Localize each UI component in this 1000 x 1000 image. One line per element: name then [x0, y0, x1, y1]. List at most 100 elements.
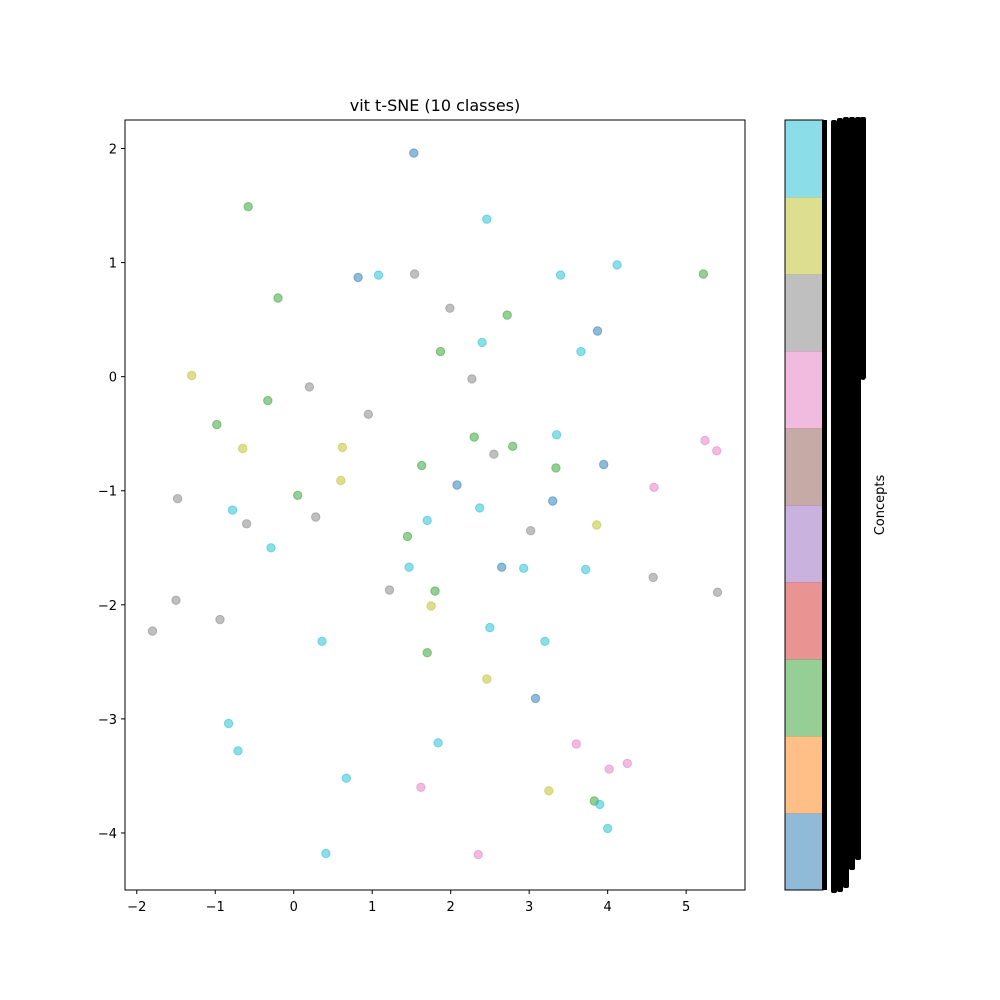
colorbar-segment: [785, 582, 823, 660]
scatter-point: [273, 293, 283, 303]
colorbar-tick-glyphs: [860, 304, 866, 310]
colorbar-tick-glyphs: [860, 290, 866, 296]
colorbar-tick-glyphs: [851, 696, 857, 702]
x-tick-label: 4: [604, 900, 612, 915]
colorbar-tick-block: [822, 117, 866, 893]
colorbar-tick-glyphs: [849, 864, 855, 870]
scatter-point: [304, 382, 315, 392]
colorbar-tick-glyphs: [851, 598, 857, 604]
colorbar-tick-glyphs: [860, 117, 866, 378]
scatter-point: [445, 303, 455, 313]
scatter-point: [595, 799, 605, 810]
colorbar-segment: [785, 274, 823, 352]
y-axis: −4 −3 −2 −1 0 1 2: [98, 143, 125, 842]
colorbar-tick-glyphs: [837, 118, 843, 892]
colorbar-tick-glyphs: [851, 444, 857, 450]
scatter-point: [171, 595, 181, 605]
colorbar-tick-glyphs: [851, 514, 857, 520]
colorbar-tick-glyphs: [851, 626, 857, 632]
colorbar-tick-glyphs: [849, 794, 855, 800]
colorbar-tick-glyphs: [851, 640, 857, 646]
scatter-point: [353, 272, 363, 283]
colorbar-tick-glyphs: [860, 318, 866, 324]
scatter-point: [373, 270, 384, 280]
scatter-point: [551, 430, 562, 440]
scatter-point: [336, 475, 346, 486]
scatter-point: [241, 519, 252, 529]
scatter-point: [430, 586, 440, 596]
x-axis: −2 −1 0 1 2 3 4 5: [127, 890, 690, 915]
scatter-point: [508, 441, 518, 451]
scatter-point: [649, 482, 659, 492]
scatter-point: [592, 520, 602, 530]
scatter-point: [576, 346, 586, 357]
scatter-point: [317, 636, 327, 646]
colorbar-tick-glyphs: [851, 388, 857, 394]
colorbar-tick-glyphs: [849, 808, 855, 814]
y-tick-label: −1: [98, 485, 117, 500]
x-tick-label: 2: [447, 900, 455, 915]
scatter-point: [223, 718, 234, 729]
scatter-point: [341, 773, 351, 783]
colorbar-segment: [785, 505, 823, 583]
scatter-point: [497, 562, 507, 572]
colorbar-frame: [784, 119, 824, 891]
scatter-points: [147, 148, 723, 860]
colorbar-tick-glyphs: [860, 346, 866, 352]
scatter-point: [243, 202, 253, 212]
scatter-point: [238, 443, 248, 454]
colorbar-tick-glyphs: [851, 556, 857, 562]
scatter-point: [433, 738, 443, 748]
scatter-point: [227, 505, 238, 515]
scatter-point: [485, 622, 495, 633]
colorbar-tick-glyphs: [851, 682, 857, 688]
colorbar-segment: [785, 351, 823, 429]
scatter-point: [212, 419, 222, 430]
scatter-point: [603, 823, 613, 834]
colorbar-tick-glyphs: [851, 584, 857, 590]
colorbar-tick-glyphs: [860, 178, 866, 184]
colorbar-tick-glyphs: [860, 192, 866, 198]
colorbar-tick-glyphs: [860, 206, 866, 212]
plot-area: [125, 120, 745, 890]
scatter-point: [384, 585, 395, 595]
colorbar-tick-glyphs: [851, 752, 857, 758]
scatter-point: [469, 432, 479, 442]
scatter-point: [544, 786, 554, 796]
scatter-point: [592, 326, 603, 336]
scatter-point: [172, 494, 183, 504]
scatter-point: [422, 648, 432, 658]
scatter-point: [551, 463, 561, 473]
colorbar-tick-glyphs: [851, 528, 857, 534]
colorbar-tick-glyphs: [860, 332, 866, 338]
colorbar-tick-glyphs: [860, 220, 866, 226]
scatter-point: [548, 496, 558, 506]
colorbar-segment: [785, 197, 823, 275]
scatter-point: [293, 490, 303, 500]
x-tick-label: 3: [525, 900, 533, 915]
x-tick-label: 5: [682, 900, 690, 915]
scatter-point: [363, 409, 373, 419]
colorbar-tick-glyphs: [851, 500, 857, 506]
colorbar-tick-glyphs: [851, 738, 857, 744]
colorbar-tick-glyphs: [860, 150, 866, 156]
scatter-point: [712, 446, 722, 456]
scatter-point: [482, 674, 492, 684]
scatter-point: [467, 374, 477, 384]
colorbar-tick-glyphs: [860, 360, 866, 366]
colorbar-segment: [785, 659, 823, 737]
scatter-point: [409, 269, 420, 279]
x-tick-label: 1: [368, 900, 376, 915]
scatter-point: [648, 572, 658, 583]
colorbar-tick-glyphs: [851, 416, 857, 422]
scatter-point: [337, 442, 348, 453]
colorbar-tick-glyphs: [851, 486, 857, 492]
scatter-point: [571, 739, 581, 749]
scatter-point: [147, 626, 158, 636]
colorbar-tick-glyphs: [860, 374, 866, 380]
y-tick-label: 2: [109, 143, 117, 158]
scatter-point: [712, 587, 723, 597]
scatter-point: [622, 758, 632, 769]
colorbar-tick-glyphs: [851, 710, 857, 716]
